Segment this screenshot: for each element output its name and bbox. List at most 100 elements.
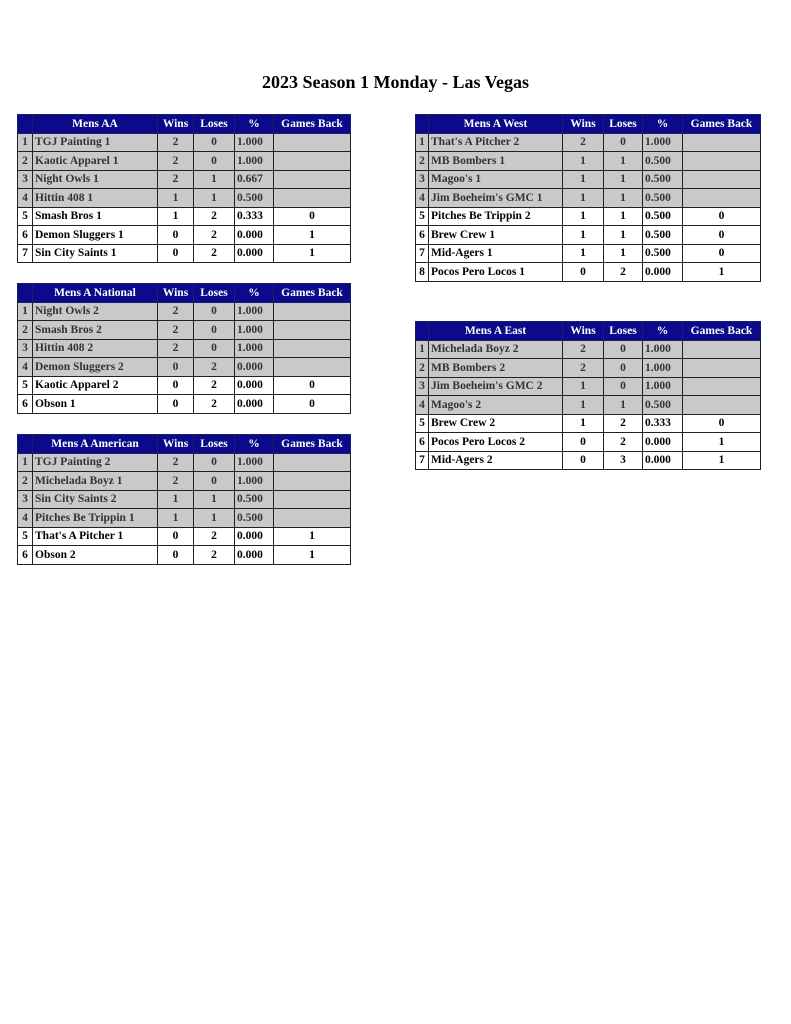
table-row: 3 Magoo's 1 1 1 0.500 bbox=[415, 169, 761, 189]
games-back-header: Games Back bbox=[682, 321, 761, 341]
rank-cell: 5 bbox=[17, 206, 33, 226]
table-row: 6 Brew Crew 1 1 1 0.500 0 bbox=[415, 225, 761, 245]
wins-header: Wins bbox=[157, 283, 194, 303]
wins-cell: 0 bbox=[157, 357, 194, 377]
team-cell: Smash Bros 2 bbox=[32, 320, 158, 340]
loses-cell: 2 bbox=[603, 413, 643, 433]
games-back-cell: 0 bbox=[682, 206, 761, 226]
pct-cell: 1.000 bbox=[234, 151, 274, 171]
pct-cell: 0.500 bbox=[234, 188, 274, 208]
loses-cell: 2 bbox=[193, 206, 235, 226]
wins-cell: 1 bbox=[562, 395, 604, 415]
loses-cell: 1 bbox=[193, 489, 235, 509]
wins-cell: 1 bbox=[157, 489, 194, 509]
team-cell: Mid-Agers 2 bbox=[428, 450, 563, 470]
pct-header: % bbox=[234, 114, 274, 134]
loses-cell: 0 bbox=[193, 151, 235, 171]
wins-cell: 2 bbox=[157, 301, 194, 321]
rank-cell: 1 bbox=[17, 132, 33, 152]
rank-header bbox=[17, 114, 33, 134]
pct-cell: 0.500 bbox=[642, 151, 683, 171]
team-cell: Hittin 408 1 bbox=[32, 188, 158, 208]
games-back-cell: 1 bbox=[273, 526, 351, 546]
wins-cell: 2 bbox=[157, 169, 194, 189]
games-back-cell bbox=[273, 508, 351, 528]
games-back-cell bbox=[682, 132, 761, 152]
team-cell: Sin City Saints 2 bbox=[32, 489, 158, 509]
rank-cell: 6 bbox=[17, 545, 33, 565]
team-cell: That's A Pitcher 2 bbox=[428, 132, 563, 152]
games-back-cell bbox=[682, 169, 761, 189]
loses-cell: 0 bbox=[193, 471, 235, 491]
games-back-cell: 0 bbox=[682, 243, 761, 263]
table-row: 5 Brew Crew 2 1 2 0.333 0 bbox=[415, 413, 761, 433]
games-back-cell: 0 bbox=[682, 225, 761, 245]
rank-cell: 1 bbox=[17, 301, 33, 321]
rank-cell: 4 bbox=[17, 508, 33, 528]
pct-cell: 0.667 bbox=[234, 169, 274, 189]
team-cell: Magoo's 2 bbox=[428, 395, 563, 415]
table-header: Mens A National Wins Loses % Games Back bbox=[17, 283, 351, 303]
pct-cell: 0.000 bbox=[642, 432, 683, 452]
rank-cell: 6 bbox=[415, 432, 429, 452]
rank-cell: 6 bbox=[17, 394, 33, 414]
rank-cell: 3 bbox=[17, 338, 33, 358]
table-row: 6 Pocos Pero Locos 2 0 2 0.000 1 bbox=[415, 432, 761, 452]
loses-header: Loses bbox=[603, 321, 643, 341]
games-back-cell bbox=[273, 357, 351, 377]
pct-cell: 0.000 bbox=[642, 450, 683, 470]
table-row: 4 Pitches Be Trippin 1 1 1 0.500 bbox=[17, 508, 351, 528]
games-back-cell bbox=[682, 188, 761, 208]
team-cell: Smash Bros 1 bbox=[32, 206, 158, 226]
team-cell: Demon Sluggers 1 bbox=[32, 225, 158, 245]
games-back-cell: 0 bbox=[682, 413, 761, 433]
team-cell: That's A Pitcher 1 bbox=[32, 526, 158, 546]
wins-cell: 1 bbox=[562, 225, 604, 245]
wins-cell: 1 bbox=[562, 243, 604, 263]
wins-cell: 0 bbox=[157, 526, 194, 546]
table-header: Mens A East Wins Loses % Games Back bbox=[415, 321, 761, 341]
loses-cell: 1 bbox=[603, 395, 643, 415]
team-cell: MB Bombers 1 bbox=[428, 151, 563, 171]
loses-cell: 0 bbox=[193, 452, 235, 472]
rank-cell: 4 bbox=[415, 395, 429, 415]
wins-header: Wins bbox=[157, 434, 194, 454]
wins-header: Wins bbox=[562, 114, 604, 134]
rank-cell: 2 bbox=[415, 151, 429, 171]
division-name: Mens A West bbox=[428, 114, 563, 134]
pct-cell: 0.500 bbox=[642, 225, 683, 245]
team-cell: Obson 1 bbox=[32, 394, 158, 414]
loses-cell: 1 bbox=[603, 151, 643, 171]
table-row: 4 Hittin 408 1 1 1 0.500 bbox=[17, 188, 351, 208]
team-cell: MB Bombers 2 bbox=[428, 358, 563, 378]
loses-cell: 2 bbox=[193, 375, 235, 395]
team-cell: Kaotic Apparel 1 bbox=[32, 151, 158, 171]
table-row: 2 Michelada Boyz 1 2 0 1.000 bbox=[17, 471, 351, 491]
standings-table-mens-aa: Mens AA Wins Loses % Games Back 1 TGJ Pa… bbox=[17, 114, 351, 263]
table-row: 2 MB Bombers 1 1 1 0.500 bbox=[415, 151, 761, 171]
table-row: 5 Pitches Be Trippin 2 1 1 0.500 0 bbox=[415, 206, 761, 226]
table-row: 1 TGJ Painting 1 2 0 1.000 bbox=[17, 132, 351, 152]
rank-cell: 3 bbox=[415, 376, 429, 396]
games-back-cell: 1 bbox=[273, 243, 351, 263]
rank-cell: 4 bbox=[17, 357, 33, 377]
table-row: 6 Obson 2 0 2 0.000 1 bbox=[17, 545, 351, 565]
rank-cell: 5 bbox=[415, 206, 429, 226]
wins-cell: 1 bbox=[562, 151, 604, 171]
team-cell: Night Owls 1 bbox=[32, 169, 158, 189]
team-cell: Magoo's 1 bbox=[428, 169, 563, 189]
games-back-cell bbox=[273, 169, 351, 189]
division-name: Mens A American bbox=[32, 434, 158, 454]
table-row: 6 Demon Sluggers 1 0 2 0.000 1 bbox=[17, 225, 351, 245]
pct-cell: 0.000 bbox=[234, 375, 274, 395]
table-row: 3 Jim Boeheim's GMC 2 1 0 1.000 bbox=[415, 376, 761, 396]
wins-cell: 1 bbox=[562, 206, 604, 226]
table-row: 7 Mid-Agers 1 1 1 0.500 0 bbox=[415, 243, 761, 263]
pct-cell: 1.000 bbox=[234, 301, 274, 321]
rank-cell: 2 bbox=[17, 320, 33, 340]
games-back-cell bbox=[273, 188, 351, 208]
team-cell: Michelada Boyz 2 bbox=[428, 339, 563, 359]
wins-cell: 1 bbox=[157, 206, 194, 226]
table-row: 1 TGJ Painting 2 2 0 1.000 bbox=[17, 452, 351, 472]
rank-header bbox=[17, 283, 33, 303]
